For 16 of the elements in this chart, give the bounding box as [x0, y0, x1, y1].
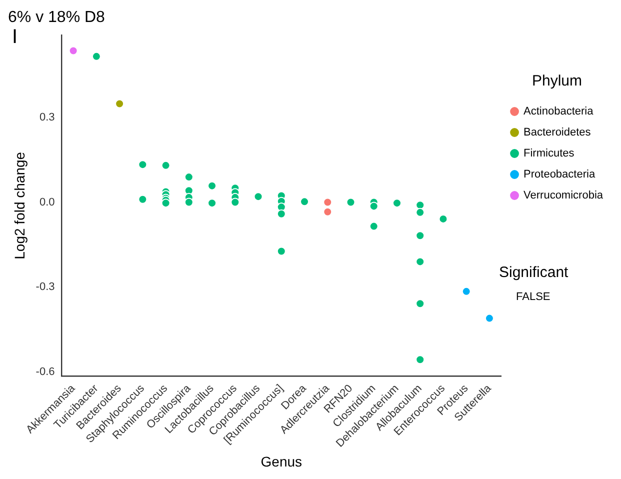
text: I: [12, 26, 18, 49]
legend-title: Phylum: [532, 72, 582, 90]
legend-label: Proteobacteria: [524, 168, 596, 181]
legend-label: Firmicutes: [524, 148, 575, 160]
y-axis-title: Log2 fold change: [11, 152, 28, 260]
y-tick-label: -0.3: [36, 281, 55, 294]
x-axis-title: Genus: [260, 453, 302, 470]
y-tick-label: 0.3: [39, 111, 55, 124]
legend-label: Actinobacteria: [524, 106, 594, 118]
chart-title: 6% v 18% D8: [8, 9, 106, 26]
y-tick-label: 0.0: [39, 196, 55, 208]
text: FALSE: [516, 291, 550, 303]
annotation: Significant: [499, 264, 568, 281]
legend-label: Bacteroidetes: [524, 126, 592, 139]
y-tick-label: -0.6: [36, 366, 55, 378]
legend-label: Verrucomicrobia: [524, 190, 604, 202]
